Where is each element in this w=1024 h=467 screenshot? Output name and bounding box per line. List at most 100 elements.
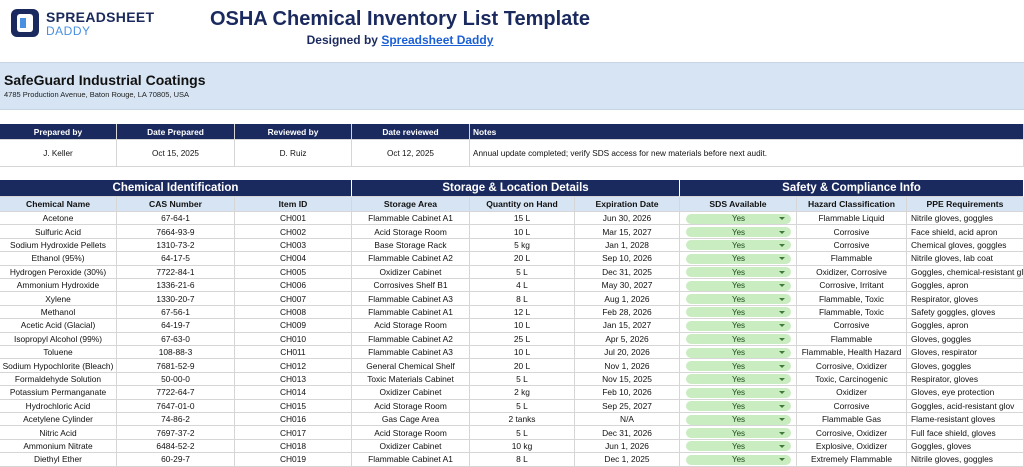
data-cell: Apr 5, 2026 [575,332,680,346]
data-cell: Ethanol (95%) [0,252,117,266]
data-cell: Corrosive [797,319,907,333]
data-cell: CH009 [235,319,352,333]
sds-cell: Yes [680,252,797,266]
data-cell: Jul 20, 2026 [575,346,680,360]
data-cell: 10 kg [470,439,575,454]
data-cell: Corrosive, Irritant [797,279,907,293]
data-cell: Acetone [0,212,117,226]
column-header: Quantity on Hand [470,197,575,212]
data-cell: Respirator, gloves [907,372,1024,387]
sds-dropdown[interactable]: Yes [686,227,791,238]
column-header: PPE Requirements [907,197,1024,212]
page-title: OSHA Chemical Inventory List Template [209,8,591,30]
data-cell: 64-19-7 [117,319,235,333]
sds-cell: Yes [680,225,797,239]
data-cell: CH002 [235,225,352,239]
data-cell: Nitrile gloves, goggles [907,212,1024,226]
column-header: SDS Available [680,197,797,212]
data-cell: CH012 [235,359,352,373]
review-value: Oct 12, 2025 [352,140,470,167]
data-cell: Dec 31, 2026 [575,426,680,440]
review-header: Notes [470,124,1024,140]
sds-dropdown[interactable]: Yes [686,320,791,331]
sds-dropdown[interactable]: Yes [686,361,791,372]
data-cell: CH017 [235,426,352,440]
data-cell: Flammable Cabinet A1 [352,453,470,467]
column-header: Expiration Date [575,197,680,212]
data-cell: 8 L [470,453,575,467]
data-cell: Corrosive [797,225,907,239]
data-cell: Acid Storage Room [352,426,470,440]
data-cell: General Chemical Shelf [352,359,470,373]
sds-cell: Yes [680,372,797,387]
company-address: 4785 Production Avenue, Baton Rouge, LA … [4,90,190,99]
sds-cell: Yes [680,212,797,226]
review-value: J. Keller [0,140,117,167]
data-cell: 4 L [470,279,575,293]
data-cell: 2 kg [470,386,575,400]
data-cell: Nov 1, 2026 [575,359,680,373]
data-cell: Safety goggles, gloves [907,305,1024,320]
data-cell: Explosive, Oxidizer [797,439,907,454]
sds-cell: Yes [680,453,797,467]
data-cell: Oxidizer Cabinet [352,386,470,400]
sds-cell: Yes [680,279,797,293]
sds-dropdown[interactable]: Yes [686,334,791,345]
subtitle-link[interactable]: Spreadsheet Daddy [381,33,494,47]
data-cell: 20 L [470,359,575,373]
logo-line2: DADDY [46,24,91,38]
logo-icon [11,9,39,37]
section-header: Chemical Identification [0,180,352,197]
sds-dropdown[interactable]: Yes [686,428,791,439]
data-cell: 7647-01-0 [117,399,235,413]
data-cell: Dec 1, 2025 [575,453,680,467]
data-cell: Hydrochloric Acid [0,399,117,413]
sds-dropdown[interactable]: Yes [686,401,791,412]
data-cell: CH005 [235,265,352,279]
review-header: Date reviewed [352,124,470,140]
data-cell: 7722-64-7 [117,386,235,400]
sds-dropdown[interactable]: Yes [686,441,791,452]
data-cell: CH014 [235,386,352,400]
sds-cell: Yes [680,439,797,454]
data-cell: Corrosive [797,238,907,253]
sds-dropdown[interactable]: Yes [686,294,791,305]
sds-dropdown[interactable]: Yes [686,280,791,291]
data-cell: Flammable Liquid [797,212,907,226]
data-cell: Acetylene Cylinder [0,413,117,427]
data-cell: Nitric Acid [0,426,117,440]
data-cell: Sulfuric Acid [0,225,117,239]
data-cell: 10 L [470,319,575,333]
data-cell: CH003 [235,238,352,253]
sds-dropdown[interactable]: Yes [686,267,791,278]
data-cell: Corrosives Shelf B1 [352,279,470,293]
data-cell: 7664-93-9 [117,225,235,239]
sds-dropdown[interactable]: Yes [686,374,791,385]
sds-dropdown[interactable]: Yes [686,454,791,465]
data-cell: CH004 [235,252,352,266]
data-cell: 15 L [470,212,575,226]
sds-cell: Yes [680,426,797,440]
sds-dropdown[interactable]: Yes [686,240,791,251]
data-cell: Flammable, Toxic [797,292,907,306]
data-cell: 64-17-5 [117,252,235,266]
sds-cell: Yes [680,346,797,360]
sds-dropdown[interactable]: Yes [686,347,791,358]
data-cell: Respirator, gloves [907,292,1024,306]
data-cell: Flammable Cabinet A2 [352,252,470,266]
data-cell: Jun 1, 2026 [575,439,680,454]
sds-dropdown[interactable]: Yes [686,213,791,224]
sds-cell: Yes [680,319,797,333]
sds-dropdown[interactable]: Yes [686,387,791,398]
sds-dropdown[interactable]: Yes [686,414,791,425]
sds-dropdown[interactable]: Yes [686,253,791,264]
data-cell: Mar 15, 2027 [575,225,680,239]
data-cell: Ammonium Nitrate [0,439,117,454]
data-cell: 67-56-1 [117,305,235,320]
review-value: Oct 15, 2025 [117,140,235,167]
sds-cell: Yes [680,413,797,427]
sds-dropdown[interactable]: Yes [686,307,791,318]
data-cell: Sep 10, 2026 [575,252,680,266]
data-cell: 1336-21-6 [117,279,235,293]
data-cell: Potassium Permanganate [0,386,117,400]
